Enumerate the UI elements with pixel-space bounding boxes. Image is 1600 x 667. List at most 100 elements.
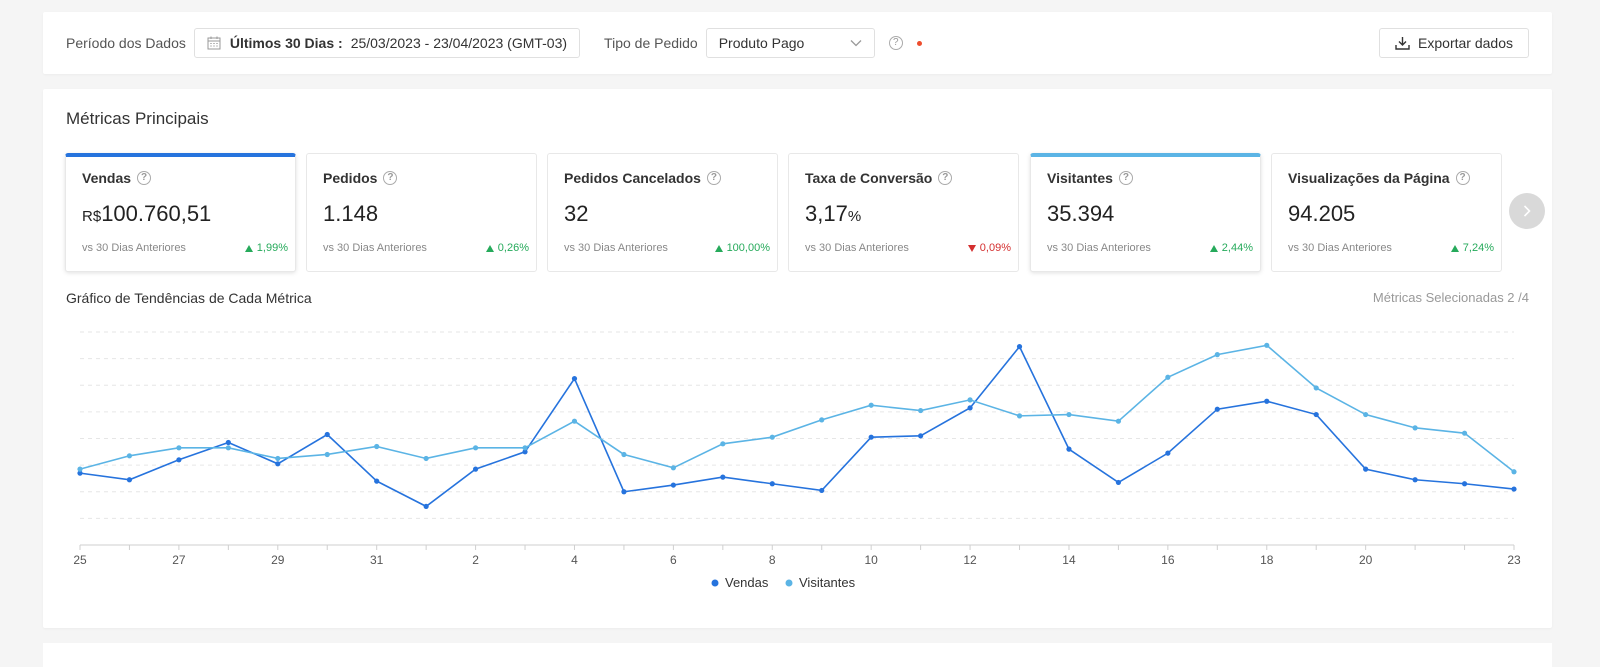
data-point-vendas xyxy=(769,481,775,487)
export-data-button[interactable]: Exportar dados xyxy=(1379,28,1529,58)
metric-card[interactable]: Taxa de Conversão? 3,17% vs 30 Dias Anteri… xyxy=(788,153,1019,272)
metric-footer: vs 30 Dias Anteriores 7,24% xyxy=(1288,242,1494,254)
next-cards-arrow[interactable] xyxy=(1509,193,1545,229)
metric-card[interactable]: Vendas? R$100.760,51 vs 30 Dias Anteriores… xyxy=(65,153,296,272)
help-icon[interactable]: ? xyxy=(706,171,721,185)
metric-compare: vs 30 Dias Anteriores xyxy=(323,242,427,254)
data-point-visitantes xyxy=(967,397,973,403)
help-icon[interactable]: ? xyxy=(1455,171,1470,185)
help-icon[interactable]: ? xyxy=(137,171,152,185)
data-point-vendas xyxy=(126,477,133,483)
x-tick-label: 16 xyxy=(1161,553,1175,567)
metric-card[interactable]: Visitantes? 35.394 vs 30 Dias Anteriores 2,… xyxy=(1030,153,1261,272)
period-label: Período dos Dados xyxy=(66,35,186,51)
metric-title: Vendas? xyxy=(82,170,288,186)
data-point-vendas xyxy=(1066,446,1072,452)
metric-delta-value: 1,99% xyxy=(256,242,288,254)
main-metrics-panel: Métricas Principais Vendas? R$100.760,51 v… xyxy=(43,89,1552,628)
data-point-visitantes xyxy=(769,434,775,440)
x-tick-label: 27 xyxy=(172,553,186,567)
metric-card[interactable]: Pedidos Cancelados? 32 vs 30 Dias Anterior… xyxy=(547,153,778,272)
help-icon[interactable]: ? xyxy=(938,171,953,185)
triangle-up-icon xyxy=(1209,244,1218,252)
data-point-visitantes xyxy=(1214,352,1220,358)
metric-delta: 0,26% xyxy=(485,242,529,254)
data-point-visitantes xyxy=(472,445,479,451)
help-icon[interactable]: ? xyxy=(1118,171,1133,185)
metric-value: 94.205 xyxy=(1288,201,1494,227)
metric-delta: 100,00% xyxy=(714,242,770,254)
x-tick-label: 31 xyxy=(370,553,384,567)
metric-currency: R$ xyxy=(82,208,102,225)
metric-title-text: Vendas xyxy=(82,170,132,186)
calendar-icon xyxy=(207,36,221,50)
metric-value-number: 94.205 xyxy=(1288,201,1356,226)
notification-dot xyxy=(916,40,922,46)
data-point-vendas xyxy=(1511,486,1517,492)
metric-footer: vs 30 Dias Anteriores 100,00% xyxy=(564,242,770,254)
x-tick-label: 12 xyxy=(963,553,977,567)
metric-delta-value: 0,09% xyxy=(979,242,1011,254)
data-point-vendas xyxy=(1363,466,1369,472)
series-line-visitantes xyxy=(79,344,1515,473)
data-point-visitantes xyxy=(1264,342,1270,348)
x-tick-label: 8 xyxy=(769,553,776,567)
metric-footer: vs 30 Dias Anteriores 0,26% xyxy=(323,242,529,254)
period-preset: Últimos 30 Dias : xyxy=(229,35,343,51)
data-point-vendas xyxy=(225,439,231,446)
data-point-visitantes xyxy=(1016,413,1023,419)
metric-delta-value: 100,00% xyxy=(726,242,770,254)
metric-title-text: Taxa de Conversão xyxy=(805,170,933,186)
data-point-visitantes xyxy=(1115,418,1122,424)
date-range-picker[interactable]: Últimos 30 Dias : 25/03/2023 - 23/04/202… xyxy=(193,28,581,58)
metric-title: Taxa de Conversão? xyxy=(805,170,1011,186)
metric-title: Visitantes? xyxy=(1047,170,1253,186)
download-icon xyxy=(1395,37,1410,50)
metric-title: Visualizações da Página? xyxy=(1288,170,1494,186)
data-point-vendas xyxy=(670,482,676,488)
x-tick-label: 6 xyxy=(670,553,677,567)
x-tick-label: 4 xyxy=(571,553,578,567)
data-point-visitantes xyxy=(868,402,874,408)
data-point-visitantes xyxy=(225,445,231,451)
data-point-vendas xyxy=(621,489,627,495)
metric-unit: % xyxy=(847,208,862,225)
metric-title-text: Visitantes xyxy=(1047,170,1113,186)
selected-metrics-count: Métricas Selecionadas 2 /4 xyxy=(1372,290,1529,305)
metric-card[interactable]: Visualizações da Página? 94.205 vs 30 Dias… xyxy=(1271,153,1502,272)
data-point-visitantes xyxy=(1511,469,1517,475)
data-point-visitantes xyxy=(621,451,627,458)
metric-delta-value: 7,24% xyxy=(1462,242,1494,254)
metric-value: R$100.760,51 xyxy=(82,201,288,227)
metric-card[interactable]: Pedidos? 1.148 vs 30 Dias Anteriores 0,26% xyxy=(306,153,537,272)
order-type-select[interactable]: Produto Pago xyxy=(705,28,875,58)
chevron-down-icon xyxy=(850,40,862,47)
data-point-visitantes xyxy=(324,451,330,458)
help-icon[interactable]: ? xyxy=(888,36,903,50)
data-point-vendas xyxy=(571,375,578,382)
x-tick-label: 23 xyxy=(1507,553,1521,567)
data-point-vendas xyxy=(176,457,182,463)
bottom-panel xyxy=(43,643,1552,667)
data-point-vendas xyxy=(1165,450,1171,456)
legend-label: Visitantes xyxy=(799,575,856,590)
data-point-visitantes xyxy=(176,445,182,451)
x-tick-label: 2 xyxy=(472,553,479,567)
data-point-visitantes xyxy=(1066,411,1072,418)
metric-delta: 7,24% xyxy=(1450,242,1494,254)
data-point-visitantes xyxy=(275,455,281,462)
trend-line-chart: 25 27 29 31 2 4 6 8 10 12 14 16 18 20 23 Vendas Visitant… xyxy=(73,331,1521,590)
legend-label: Vendas xyxy=(725,575,769,590)
help-icon[interactable]: ? xyxy=(383,171,398,185)
metric-compare: vs 30 Dias Anteriores xyxy=(805,242,909,254)
metric-title: Pedidos Cancelados? xyxy=(564,170,770,186)
metric-compare: vs 30 Dias Anteriores xyxy=(82,242,186,254)
data-point-vendas xyxy=(374,478,380,484)
data-point-visitantes xyxy=(1313,385,1319,391)
data-point-visitantes xyxy=(77,466,83,472)
metric-footer: vs 30 Dias Anteriores 0,09% xyxy=(805,242,1011,254)
metric-value-number: 32 xyxy=(564,201,589,226)
x-tick-label: 20 xyxy=(1359,553,1373,567)
x-tick-label: 14 xyxy=(1062,553,1076,567)
triangle-up-icon xyxy=(485,244,494,252)
